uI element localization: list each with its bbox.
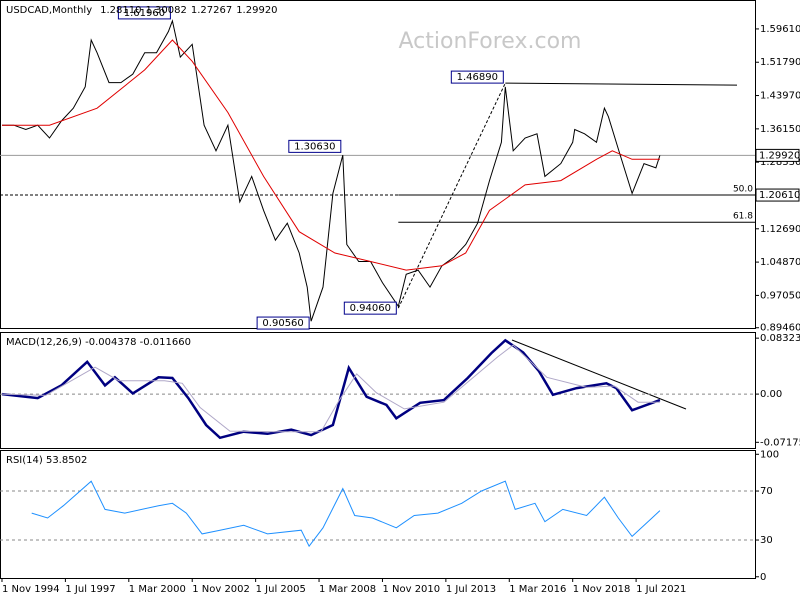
- y-tick-label: 0.97050: [760, 290, 800, 301]
- annotation-box: [288, 139, 342, 153]
- annotation-label: 0.90560: [262, 318, 303, 329]
- panel-frame: [0, 0, 756, 329]
- x-tick-label: 1 Mar 2008: [319, 584, 376, 595]
- annotation-box: [256, 316, 310, 330]
- panel-title: MACD(12,26,9) -0.004378 -0.011660: [6, 337, 191, 348]
- x-tick-label: 1 Mar 2000: [129, 584, 186, 595]
- y-tick-label: 1.43970: [760, 91, 800, 102]
- annotation-label: 0.94060: [350, 303, 391, 314]
- price-label: 1.20610: [759, 190, 800, 201]
- series-line: [2, 19, 661, 322]
- y-tick-label: 0.083235: [760, 333, 800, 344]
- y-tick-label: 100: [760, 449, 779, 460]
- y-tick-label: 30: [760, 535, 773, 546]
- x-tick-label: 1 Mar 2016: [509, 584, 566, 595]
- x-tick-label: 1 Jul 2005: [256, 584, 306, 595]
- x-tick-label: 1 Jul 2013: [446, 584, 496, 595]
- macd-trendline: [511, 339, 687, 410]
- fib-label: 50.0: [733, 185, 753, 195]
- y-tick-label: 70: [760, 486, 773, 497]
- annotation-label: 1.61960: [124, 8, 165, 19]
- price-label-box: [755, 188, 800, 202]
- y-tick-label: 1.36150: [760, 124, 800, 135]
- annotation-box: [450, 70, 504, 84]
- series-line: [2, 39, 660, 271]
- series-line: [1, 338, 661, 440]
- panel-title: RSI(14) 53.8502: [6, 455, 87, 466]
- header-value: 1.27267: [191, 5, 232, 16]
- x-tick-label: 1 Nov 2002: [192, 584, 250, 595]
- series-line: [1, 344, 660, 433]
- y-tick-label: 1.51790: [760, 57, 800, 68]
- y-tick-label: 0.00: [760, 389, 782, 400]
- header-value: 1.29920: [236, 5, 277, 16]
- panel-frame: [0, 332, 756, 449]
- price-label: 1.29920: [759, 150, 800, 161]
- series-line: [31, 480, 661, 548]
- x-tick-label: 1 Jul 2021: [636, 584, 686, 595]
- y-tick-label: 1.04870: [760, 257, 800, 268]
- fib-label: 61.8: [733, 212, 753, 222]
- price-label-box: [755, 148, 800, 162]
- annotation-label: 1.46890: [457, 72, 498, 83]
- annotation-box: [117, 6, 171, 20]
- x-tick-label: 1 Jul 1997: [65, 584, 115, 595]
- y-tick-label: -0.071752: [760, 437, 800, 448]
- trendline: [397, 82, 506, 309]
- y-tick-label: 1.28330: [760, 157, 800, 168]
- x-tick-label: 1 Nov 1994: [2, 584, 60, 595]
- x-tick-label: 1 Nov 2010: [382, 584, 440, 595]
- y-tick-label: 1.59610: [760, 24, 800, 35]
- header-value: 1.30082: [145, 5, 186, 16]
- y-tick-label: 1.12690: [760, 224, 800, 235]
- resistance-line: [505, 82, 738, 86]
- watermark: ActionForex.com: [399, 29, 582, 54]
- panel-title: USDCAD,Monthly: [6, 5, 92, 16]
- annotation-label: 1.30630: [294, 141, 335, 152]
- x-tick-label: 1 Nov 2018: [573, 584, 631, 595]
- y-tick-label: 0: [760, 572, 766, 583]
- annotation-box: [343, 301, 397, 315]
- header-value: 1.28110: [100, 5, 141, 16]
- panel-frame: [0, 450, 756, 579]
- y-tick-label: 0.89460: [760, 323, 800, 334]
